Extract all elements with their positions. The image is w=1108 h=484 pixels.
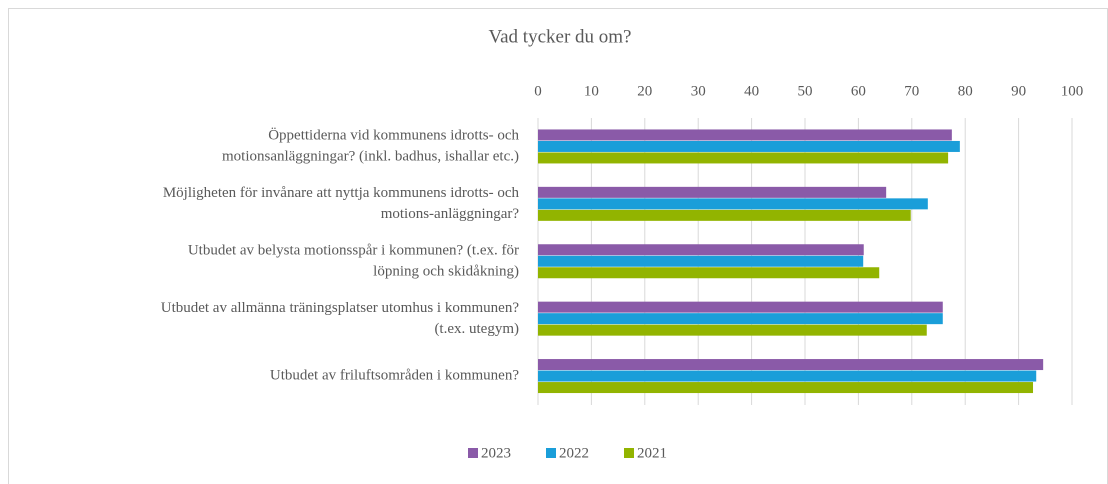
- x-tick-label: 50: [798, 83, 813, 99]
- bar: [538, 244, 864, 256]
- bar: [538, 129, 952, 141]
- bar: [538, 198, 928, 210]
- x-tick-label: 90: [1011, 83, 1026, 99]
- y-tick-label: motionsanläggningar? (inkl. badhus, isha…: [222, 149, 519, 165]
- legend-swatch: [468, 448, 478, 458]
- bar: [538, 140, 960, 152]
- bar: [538, 359, 1044, 371]
- x-tick-label: 20: [637, 83, 652, 99]
- chart-title: Vad tycker du om?: [489, 26, 632, 47]
- x-tick-label: 0: [534, 83, 542, 99]
- x-tick-label: 40: [744, 83, 759, 99]
- bar: [538, 301, 943, 313]
- y-tick-label: Utbudet av allmänna träningsplatser utom…: [161, 300, 520, 316]
- bar: [538, 324, 927, 336]
- y-tick-label: löpning och skidåkning): [373, 263, 519, 279]
- bar: [538, 152, 949, 164]
- bar: [538, 267, 880, 279]
- x-tick-label: 100: [1061, 83, 1084, 99]
- bar: [538, 382, 1034, 394]
- legend-label: 2022: [559, 445, 589, 461]
- legend-label: 2021: [637, 445, 667, 461]
- x-tick-label: 30: [691, 83, 706, 99]
- x-tick-label: 70: [904, 83, 919, 99]
- y-tick-label: (t.ex. utegym): [434, 321, 519, 337]
- y-tick-label: Utbudet av belysta motionsspår i kommune…: [188, 242, 519, 258]
- legend-swatch: [546, 448, 556, 458]
- bar: [538, 370, 1037, 382]
- x-tick-label: 10: [584, 83, 599, 99]
- y-tick-label: Möjligheten för invånare att nyttja komm…: [163, 185, 520, 201]
- y-tick-label: Öppettiderna vid kommunens idrotts- och: [268, 127, 519, 144]
- legend-label: 2023: [481, 445, 511, 461]
- x-tick-label: 60: [851, 83, 866, 99]
- x-tick-label: 80: [958, 83, 973, 99]
- y-tick-label: Utbudet av friluftsområden i kommunen?: [270, 368, 519, 384]
- legend-swatch: [624, 448, 634, 458]
- y-tick-label: motions-anläggningar?: [381, 206, 520, 222]
- bar: [538, 255, 864, 267]
- bar: [538, 209, 911, 221]
- bar: [538, 313, 943, 325]
- bar: [538, 186, 887, 198]
